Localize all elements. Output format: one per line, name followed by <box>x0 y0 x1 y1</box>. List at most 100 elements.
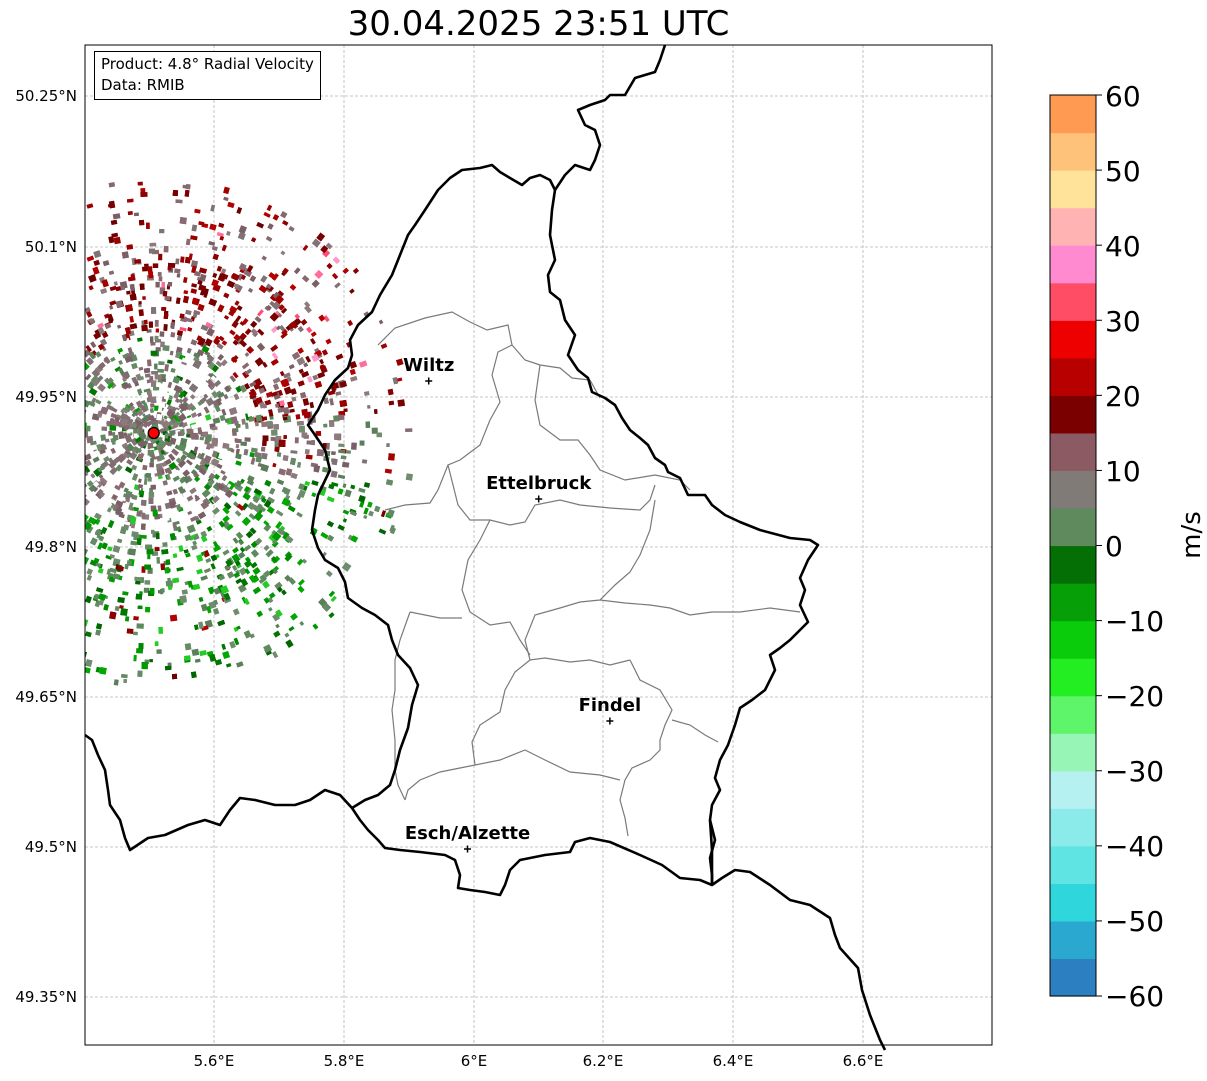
radar-echo-cell <box>187 580 193 588</box>
radar-echo-cell <box>185 183 191 190</box>
radar-echo-cell <box>159 229 165 234</box>
radar-echo-cell <box>110 356 116 363</box>
radar-echo-cell <box>283 386 292 395</box>
radar-echo-cell <box>170 321 176 329</box>
radar-echo-cell <box>194 208 201 214</box>
radar-echo-cell <box>325 242 333 250</box>
radar-echo-cell <box>124 434 133 444</box>
radar-echo-cell <box>147 266 153 273</box>
radar-echo-cell <box>190 405 197 412</box>
radar-echo-cell <box>180 256 185 263</box>
radar-echo-cell <box>97 542 104 550</box>
radar-echo-cell <box>176 566 184 572</box>
radar-echo-cell <box>198 467 207 476</box>
radar-echo-cell <box>231 464 240 472</box>
radar-echo-cell <box>232 608 240 616</box>
radar-echo-cell <box>318 314 326 322</box>
radar-echo-cell <box>378 319 384 325</box>
radar-echo-cell <box>350 484 356 490</box>
radar-echo-cell <box>368 510 374 517</box>
radar-echo-cell <box>160 449 166 456</box>
radar-echo-cell <box>208 472 216 481</box>
radar-echo-cell <box>152 509 158 517</box>
radar-echo-cell <box>138 300 142 305</box>
radar-echo-cell <box>312 623 319 630</box>
radar-echo-cell <box>287 505 296 513</box>
lon-tick-label: 6°E <box>461 1052 488 1070</box>
radar-echo-cell <box>256 221 264 229</box>
radar-echo-cell <box>221 452 230 460</box>
radar-echo-cell <box>126 290 131 295</box>
radar-echo-cell <box>272 273 279 281</box>
radar-echo-cell <box>392 377 399 385</box>
radar-echo-cell <box>222 442 230 450</box>
radar-echo-cell <box>150 458 154 463</box>
colorbar-segment <box>1050 545 1096 584</box>
radar-echo-cell <box>278 439 286 447</box>
radar-echo-cell <box>139 591 143 595</box>
radar-echo-cell <box>128 352 135 357</box>
radar-echo-cell <box>288 322 296 330</box>
radar-echo-cell <box>106 507 112 513</box>
radar-echo-cell <box>161 419 171 429</box>
radar-echo-cell <box>232 428 237 436</box>
radar-echo-cell <box>200 324 209 332</box>
radar-echo-cell <box>200 530 208 538</box>
radar-echo-cell <box>115 286 122 292</box>
radar-echo-cell <box>234 315 242 323</box>
radar-echo-cell <box>140 404 148 413</box>
radar-echo-cell <box>267 597 274 603</box>
radar-echo-cell <box>125 443 135 452</box>
radar-echo-cell <box>180 454 187 461</box>
radar-echo-cell <box>92 379 100 387</box>
radar-echo-cell <box>125 304 134 312</box>
radar-echo-cell <box>384 468 393 474</box>
radar-echo-cell <box>112 545 121 553</box>
radar-echo-cell <box>206 605 212 614</box>
radar-echo-cell <box>212 253 219 261</box>
radar-echo-cell <box>272 463 277 468</box>
radar-echo-cell <box>263 644 273 653</box>
colorbar-unit-label: m/s <box>1177 511 1207 559</box>
radar-echo-cell <box>86 406 95 414</box>
radar-echo-cell <box>205 558 212 563</box>
radar-echo-cell <box>224 564 232 571</box>
radar-echo-cell <box>137 670 143 677</box>
radar-echo-cell <box>105 554 113 560</box>
radar-echo-cell <box>115 507 123 516</box>
radar-echo-cell <box>280 250 286 256</box>
radar-echo-cell <box>161 427 169 436</box>
radar-echo-cell <box>197 303 205 312</box>
radar-echo-cell <box>265 283 272 290</box>
radar-echo-cell <box>289 408 295 413</box>
radar-echo-cell <box>240 274 246 281</box>
radar-echo-cell <box>283 435 287 439</box>
radar-echo-cell <box>212 417 221 425</box>
radar-echo-cell <box>197 412 202 417</box>
radar-echo-cell <box>216 343 224 350</box>
radar-echo-cell <box>88 484 96 493</box>
radar-echo-cell <box>108 182 116 188</box>
radar-echo-cell <box>215 360 223 368</box>
radar-echo-cell <box>93 259 101 266</box>
radar-echo-cell <box>286 376 292 383</box>
radar-echo-cell <box>191 283 198 288</box>
radar-echo-cell <box>267 223 274 230</box>
radar-echo-cell <box>178 391 186 399</box>
radar-echo-cell <box>327 534 335 542</box>
colorbar-segment <box>1050 695 1096 734</box>
radar-echo-cell <box>310 331 317 338</box>
radar-echo-cell <box>380 510 386 518</box>
radar-echo-cell <box>271 352 279 360</box>
radar-echo-cell <box>155 533 160 540</box>
radar-echo-cell <box>338 414 342 419</box>
radar-echo-cell <box>164 567 170 574</box>
radar-echo-cell <box>117 565 124 572</box>
lon-tick-label: 6.6°E <box>843 1052 884 1070</box>
colorbar-segment <box>1050 808 1096 847</box>
radar-echo-cell <box>121 418 129 426</box>
radar-echo-cell <box>298 368 304 374</box>
radar-echo-cell <box>328 612 335 619</box>
radar-echo-cell <box>108 236 115 244</box>
plot-frame <box>84 44 993 1046</box>
